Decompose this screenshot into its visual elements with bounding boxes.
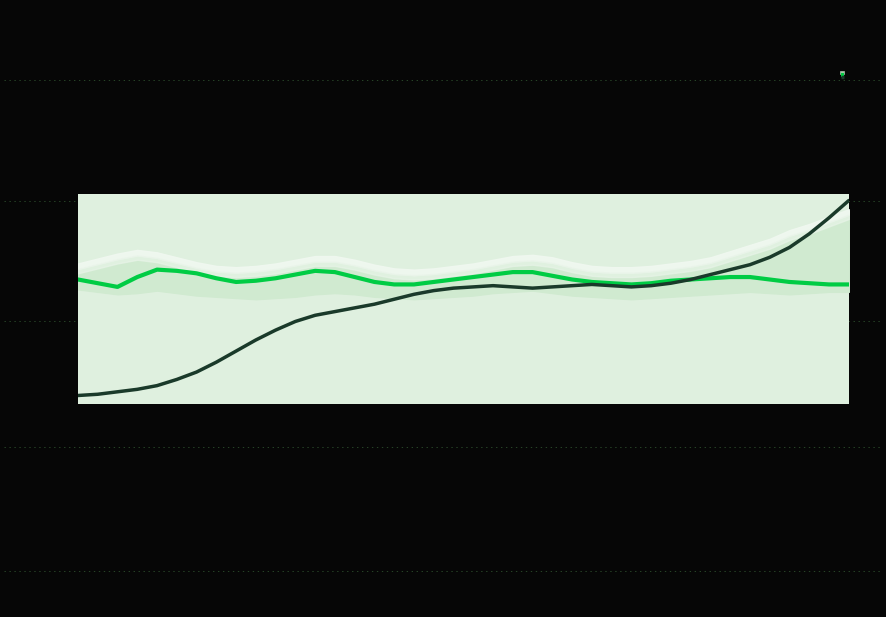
- Legend:  ,  ,  : , ,: [840, 72, 845, 78]
